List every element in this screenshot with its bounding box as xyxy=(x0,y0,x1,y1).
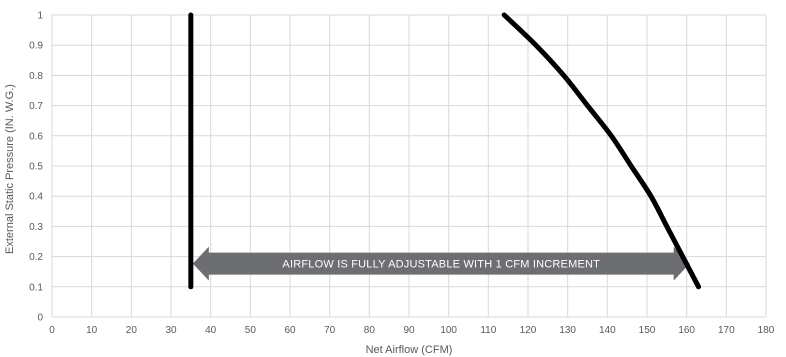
x-tick-label: 150 xyxy=(639,325,656,336)
y-tick-labels: 0 0.1 0.2 0.3 0.4 0.5 0.6 0.7 0.8 0.9 1 xyxy=(29,11,43,324)
x-tick-label: 160 xyxy=(678,325,695,336)
y-tick-label: 0.8 xyxy=(29,71,43,82)
y-tick-label: 0.9 xyxy=(29,41,43,52)
y-tick-label: 0 xyxy=(37,313,43,324)
x-tick-label: 50 xyxy=(245,325,257,336)
y-tick-label: 0.3 xyxy=(29,222,43,233)
x-tick-label: 100 xyxy=(440,325,457,336)
x-tick-label: 70 xyxy=(324,325,336,336)
x-tick-label: 60 xyxy=(284,325,296,336)
x-tick-label: 170 xyxy=(718,325,735,336)
x-tick-label: 30 xyxy=(165,325,177,336)
y-tick-label: 0.1 xyxy=(29,282,43,293)
double-arrow xyxy=(192,246,690,281)
x-tick-label: 130 xyxy=(559,325,576,336)
x-tick-label: 20 xyxy=(126,325,138,336)
x-tick-label: 0 xyxy=(49,325,55,336)
y-tick-label: 1 xyxy=(37,11,43,22)
x-tick-label: 140 xyxy=(599,325,616,336)
x-tick-label: 40 xyxy=(205,325,217,336)
series-line-2 xyxy=(501,12,702,290)
series-group xyxy=(188,12,702,290)
y-tick-label: 0.5 xyxy=(29,162,43,173)
y-tick-label: 0.7 xyxy=(29,101,43,112)
x-axis-title: Net Airflow (CFM) xyxy=(366,344,453,356)
y-axis-title: External Static Pressure (IN. W.G.) xyxy=(4,84,16,254)
x-tick-label: 180 xyxy=(758,325,775,336)
x-tick-labels: 0 10 20 30 40 50 60 70 80 90 100 110 120 130 140 150 160… xyxy=(49,325,775,336)
y-tick-label: 0.2 xyxy=(29,252,43,263)
x-tick-label: 80 xyxy=(364,325,376,336)
x-tick-label: 110 xyxy=(480,325,496,336)
x-tick-label: 10 xyxy=(86,325,98,336)
x-tick-label: 90 xyxy=(403,325,415,336)
annotation-text: AIRFLOW IS FULLY ADJUSTABLE WITH 1 CFM I… xyxy=(282,259,600,271)
annotation-band: AIRFLOW IS FULLY ADJUSTABLE WITH 1 CFM I… xyxy=(192,246,690,281)
y-tick-label: 0.6 xyxy=(29,131,43,142)
y-tick-label: 0.4 xyxy=(29,192,43,203)
x-tick-label: 120 xyxy=(520,325,537,336)
